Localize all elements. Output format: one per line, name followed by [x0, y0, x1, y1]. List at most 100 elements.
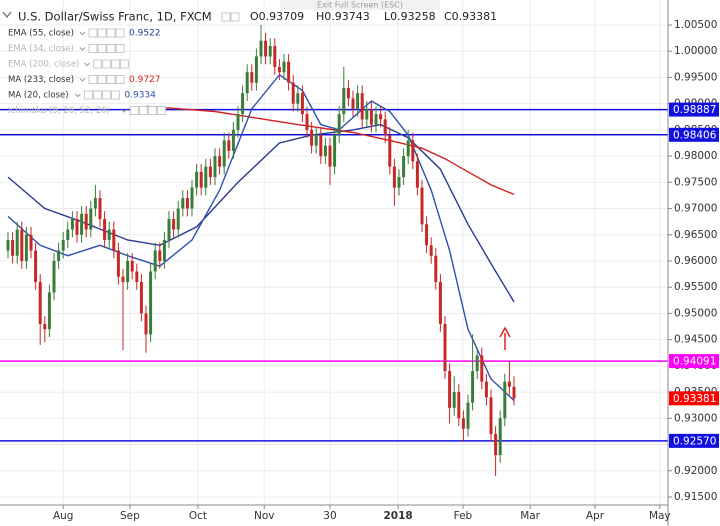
legend-button[interactable] [88, 75, 98, 84]
candle-body [392, 166, 396, 188]
legend-button[interactable] [101, 90, 111, 100]
candle-body [379, 114, 383, 120]
legend-button[interactable] [115, 28, 125, 38]
indicator-dropdown[interactable] [84, 62, 90, 67]
candle-body [351, 98, 355, 109]
level-price-label: 0.98406 [673, 129, 717, 141]
legend-button[interactable] [93, 59, 103, 69]
legend-button[interactable] [106, 28, 116, 38]
candle-body [222, 140, 226, 167]
candle-body [38, 281, 42, 324]
candle-body [291, 82, 295, 104]
legend-button[interactable] [88, 44, 98, 53]
candle-body [429, 245, 433, 256]
candle-body [227, 140, 231, 151]
legend-button[interactable] [147, 106, 157, 115]
indicator-dropdown[interactable] [79, 31, 86, 36]
candle-body [144, 313, 148, 335]
candle-body [80, 213, 84, 235]
legend-button[interactable] [115, 44, 125, 53]
candle-body [342, 87, 346, 115]
level-price-label: 0.98887 [673, 104, 716, 116]
candle-body [507, 381, 511, 387]
y-tick-label: 0.93000 [674, 412, 717, 424]
ohlc-value: O0.93709 [250, 10, 304, 23]
indicator-dropdown[interactable] [79, 47, 86, 51]
legend-button[interactable] [115, 75, 125, 84]
candle-body [181, 198, 185, 209]
legend-button[interactable] [120, 59, 130, 69]
indicator-value: 0.9727 [129, 75, 161, 85]
indicator-name: Ichimoku (9, 26, 52, 26) [8, 106, 110, 116]
candle-body [121, 276, 125, 282]
candle-body [20, 229, 24, 261]
legend-button[interactable] [88, 28, 98, 38]
candle-body [185, 198, 189, 209]
candle-body [167, 219, 171, 241]
candle-body [503, 381, 507, 419]
level-price-label: 0.94091 [673, 356, 716, 368]
ohlc-value: H0.93743 [316, 10, 370, 23]
y-tick-label: 0.97500 [674, 176, 717, 188]
legend-button[interactable] [230, 12, 240, 22]
candle-body [300, 93, 304, 115]
candle-body [75, 219, 79, 235]
indicator-name: EMA (200, close) [8, 60, 79, 70]
candle-body [11, 240, 15, 256]
level-price-box [669, 127, 719, 142]
overlay-bg [280, 0, 440, 10]
candle-body [471, 371, 475, 403]
legend-button[interactable] [106, 44, 116, 53]
candle-body [512, 386, 516, 399]
x-tick-label: May [649, 510, 671, 522]
legend-button[interactable] [97, 75, 107, 84]
indicator-dropdown[interactable] [79, 78, 86, 82]
level-price-box [669, 354, 719, 369]
legend-button[interactable] [156, 106, 166, 115]
legend-button[interactable] [83, 90, 93, 100]
candle-body [356, 93, 360, 109]
candle-body [461, 418, 465, 429]
levels [0, 108, 668, 442]
exit-full-screen[interactable]: Exit Full Screen (ESC) [317, 1, 403, 10]
collapse-icon[interactable] [2, 11, 12, 18]
level-price-label: 0.92570 [673, 435, 716, 447]
candle-body [47, 292, 51, 330]
candle-body [6, 240, 10, 251]
indicator-value: 0.9334 [124, 91, 156, 101]
candle-body [254, 56, 258, 83]
last-price-box [669, 391, 719, 406]
indicator-dropdown[interactable] [75, 93, 81, 98]
legend-button[interactable] [138, 106, 148, 115]
legend-button[interactable] [129, 106, 139, 115]
candle-body [457, 392, 461, 419]
candle-body [126, 260, 130, 282]
indicator-dropdown[interactable] [121, 109, 127, 113]
candle-body [388, 135, 392, 167]
candle-body [498, 418, 502, 456]
candle-body [241, 93, 245, 115]
candle-body [93, 198, 97, 209]
candle-body [153, 250, 157, 272]
candle-body [305, 114, 309, 130]
legend-button[interactable] [92, 90, 102, 100]
legend-button[interactable] [106, 75, 116, 84]
x-tick-label: Apr [586, 510, 605, 522]
time-axis-bg [0, 505, 668, 526]
candles [6, 24, 516, 476]
candle-body [107, 229, 111, 241]
legend-button[interactable] [111, 59, 121, 69]
candle-body [443, 323, 447, 372]
legend-button[interactable] [97, 28, 107, 38]
legend-button[interactable] [110, 90, 120, 100]
candle-body [29, 234, 33, 251]
candle-body [475, 355, 479, 372]
legend-button[interactable] [102, 59, 112, 69]
candle-body [328, 145, 332, 167]
y-tick-label: 0.97000 [674, 203, 717, 215]
legend-button[interactable] [97, 44, 107, 53]
legend-button[interactable] [221, 12, 231, 22]
candle-body [415, 161, 419, 188]
